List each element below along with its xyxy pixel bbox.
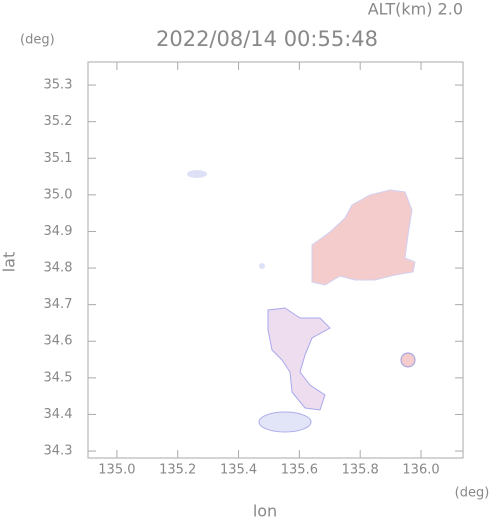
y-tick-label: 34.9	[44, 224, 73, 239]
y-tick-label: 35.3	[44, 78, 73, 93]
altitude-label: ALT(km) 2.0	[368, 0, 463, 19]
y-tick-label: 34.5	[44, 370, 73, 385]
x-unit: (deg)	[455, 486, 490, 501]
echo-field	[187, 170, 416, 433]
x-tick-label: 135.4	[220, 463, 257, 478]
x-tick-label: 135.2	[159, 463, 196, 478]
y-tick-label: 35.2	[44, 114, 73, 129]
y-tick-label: 35.1	[44, 151, 73, 166]
x-tick-label: 135.6	[281, 463, 318, 478]
x-axis-label: lon	[253, 502, 277, 521]
y-tick-label: 34.6	[44, 334, 73, 349]
x-tick-label: 135.8	[342, 463, 379, 478]
plot-frame	[87, 61, 464, 459]
y-tick-label: 35.0	[44, 187, 73, 202]
y-tick-label: 34.8	[44, 261, 73, 276]
chart-title: 2022/08/14 00:55:48	[156, 27, 378, 51]
y-unit: (deg)	[20, 33, 55, 48]
x-tick-label: 135.0	[98, 463, 135, 478]
y-tick-label: 34.3	[44, 444, 73, 459]
y-tick-label: 34.4	[44, 407, 73, 422]
y-axis-label: lat	[0, 252, 19, 273]
y-tick-label: 34.7	[44, 297, 73, 312]
x-tick-label: 136.0	[402, 463, 439, 478]
